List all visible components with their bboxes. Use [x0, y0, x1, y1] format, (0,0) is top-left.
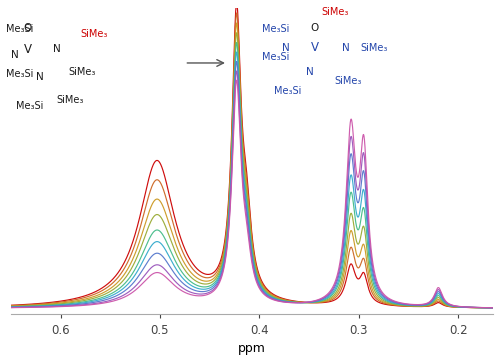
Text: O: O [310, 23, 319, 33]
Text: SiMe₃: SiMe₃ [56, 95, 84, 105]
Text: SiMe₃: SiMe₃ [80, 29, 108, 39]
Text: Me₃Si: Me₃Si [16, 101, 43, 111]
Text: N: N [53, 44, 60, 54]
Text: Me₃Si: Me₃Si [6, 24, 34, 34]
Text: SiMe₃: SiMe₃ [322, 7, 349, 17]
Text: SiMe₃: SiMe₃ [360, 43, 388, 52]
Text: Me₃Si: Me₃Si [262, 52, 289, 62]
Text: SiMe₃: SiMe₃ [334, 76, 361, 87]
Text: N: N [282, 43, 290, 52]
X-axis label: ppm: ppm [238, 342, 266, 355]
Text: N: N [11, 50, 18, 60]
Text: V: V [310, 41, 318, 54]
Text: O: O [24, 23, 32, 33]
Text: Me₃Si: Me₃Si [274, 85, 301, 96]
Text: SiMe₃: SiMe₃ [68, 67, 96, 77]
Text: N: N [36, 72, 44, 82]
Text: N: N [342, 43, 350, 52]
Text: Me₃Si: Me₃Si [262, 24, 289, 34]
Text: Me₃Si: Me₃Si [6, 69, 34, 79]
Text: V: V [24, 43, 32, 56]
Text: N: N [306, 67, 314, 77]
